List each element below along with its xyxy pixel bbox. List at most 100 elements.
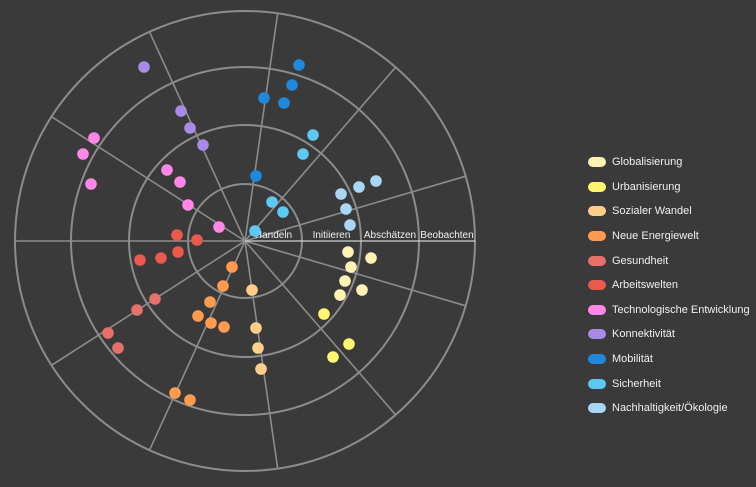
ring-labels: Handeln Initiieren Abschätzen Beobachten [255, 230, 474, 241]
data-point[interactable] [343, 338, 355, 350]
legend-swatch [588, 181, 606, 192]
data-point[interactable] [226, 261, 238, 273]
legend-label: Mobilität [612, 353, 653, 366]
legend-label: Konnektivität [612, 328, 675, 341]
data-point[interactable] [266, 196, 278, 208]
legend-item[interactable]: Sozialer Wandel [588, 199, 756, 224]
data-point[interactable] [297, 148, 309, 160]
data-point[interactable] [258, 92, 270, 104]
data-point[interactable] [218, 321, 230, 333]
data-point[interactable] [249, 225, 261, 237]
data-point[interactable] [370, 175, 382, 187]
data-point[interactable] [197, 139, 209, 151]
data-point[interactable] [85, 178, 97, 190]
sector-divider [244, 175, 466, 242]
ring-label: Abschätzen [364, 230, 416, 241]
legend-item[interactable]: Arbeitswelten [588, 273, 756, 298]
data-point[interactable] [277, 206, 289, 218]
data-point[interactable] [204, 296, 216, 308]
sector-divider [51, 116, 246, 242]
legend-item[interactable]: Nachhaltigkeit/Ökologie [588, 396, 756, 421]
data-point[interactable] [174, 176, 186, 188]
data-point[interactable] [191, 234, 203, 246]
data-point[interactable] [131, 304, 143, 316]
legend-label: Arbeitswelten [612, 279, 679, 292]
legend-item[interactable]: Neue Energiewelt [588, 224, 756, 249]
legend-swatch [588, 157, 606, 168]
data-point[interactable] [161, 164, 173, 176]
legend-swatch [588, 231, 606, 242]
legend-item[interactable]: Urbanisierung [588, 175, 756, 200]
sector-divider [244, 66, 397, 242]
data-point[interactable] [356, 284, 368, 296]
data-point[interactable] [339, 275, 351, 287]
data-point[interactable] [134, 254, 146, 266]
data-point[interactable] [278, 97, 290, 109]
legend-item[interactable]: Mobilität [588, 347, 756, 372]
legend-item[interactable]: Technologische Entwicklung [588, 298, 756, 323]
data-point[interactable] [286, 79, 298, 91]
data-point[interactable] [175, 105, 187, 117]
legend-label: Urbanisierung [612, 180, 681, 193]
sector-divider [148, 240, 246, 451]
data-point[interactable] [342, 246, 354, 258]
data-point[interactable] [77, 148, 89, 160]
data-point[interactable] [172, 246, 184, 258]
data-point[interactable] [340, 203, 352, 215]
legend-label: Sozialer Wandel [612, 205, 692, 218]
legend-swatch [588, 378, 606, 389]
data-point[interactable] [205, 317, 217, 329]
legend-label: Technologische Entwicklung [612, 303, 750, 316]
data-point[interactable] [149, 293, 161, 305]
radar-grid [14, 10, 476, 472]
legend-label: Globalisierung [612, 156, 683, 169]
data-point[interactable] [252, 342, 264, 354]
radar-points [77, 59, 382, 406]
sector-divider [244, 240, 397, 416]
legend-swatch [588, 206, 606, 217]
legend-label: Gesundheit [612, 254, 669, 267]
data-point[interactable] [112, 342, 124, 354]
data-point[interactable] [213, 221, 225, 233]
legend-swatch [588, 354, 606, 365]
data-point[interactable] [88, 132, 100, 144]
data-point[interactable] [327, 351, 339, 363]
legend-item[interactable]: Globalisierung [588, 150, 756, 175]
ring-label: Initiieren [313, 230, 351, 241]
data-point[interactable] [307, 129, 319, 141]
data-point[interactable] [182, 199, 194, 211]
data-point[interactable] [171, 229, 183, 241]
data-point[interactable] [318, 308, 330, 320]
data-point[interactable] [345, 261, 357, 273]
data-point[interactable] [102, 327, 114, 339]
legend-swatch [588, 329, 606, 340]
sector-divider [244, 13, 279, 242]
data-point[interactable] [169, 387, 181, 399]
data-point[interactable] [184, 122, 196, 134]
data-point[interactable] [365, 252, 377, 264]
data-point[interactable] [217, 280, 229, 292]
data-point[interactable] [344, 219, 356, 231]
data-point[interactable] [353, 181, 365, 193]
legend-swatch [588, 255, 606, 266]
legend-item[interactable]: Gesundheit [588, 248, 756, 273]
data-point[interactable] [293, 59, 305, 71]
legend-label: Neue Energiewelt [612, 230, 699, 243]
data-point[interactable] [192, 310, 204, 322]
data-point[interactable] [334, 289, 346, 301]
data-point[interactable] [184, 394, 196, 406]
data-point[interactable] [250, 322, 262, 334]
data-point[interactable] [255, 363, 267, 375]
legend-item[interactable]: Konnektivität [588, 322, 756, 347]
data-point[interactable] [155, 252, 167, 264]
legend-label: Sicherheit [612, 377, 661, 390]
legend-swatch [588, 304, 606, 315]
data-point[interactable] [138, 61, 150, 73]
sector-divider [148, 31, 246, 242]
data-point[interactable] [250, 170, 262, 182]
legend: Globalisierung Urbanisierung Sozialer Wand… [588, 150, 756, 421]
data-point[interactable] [246, 284, 258, 296]
data-point[interactable] [335, 188, 347, 200]
legend-item[interactable]: Sicherheit [588, 371, 756, 396]
